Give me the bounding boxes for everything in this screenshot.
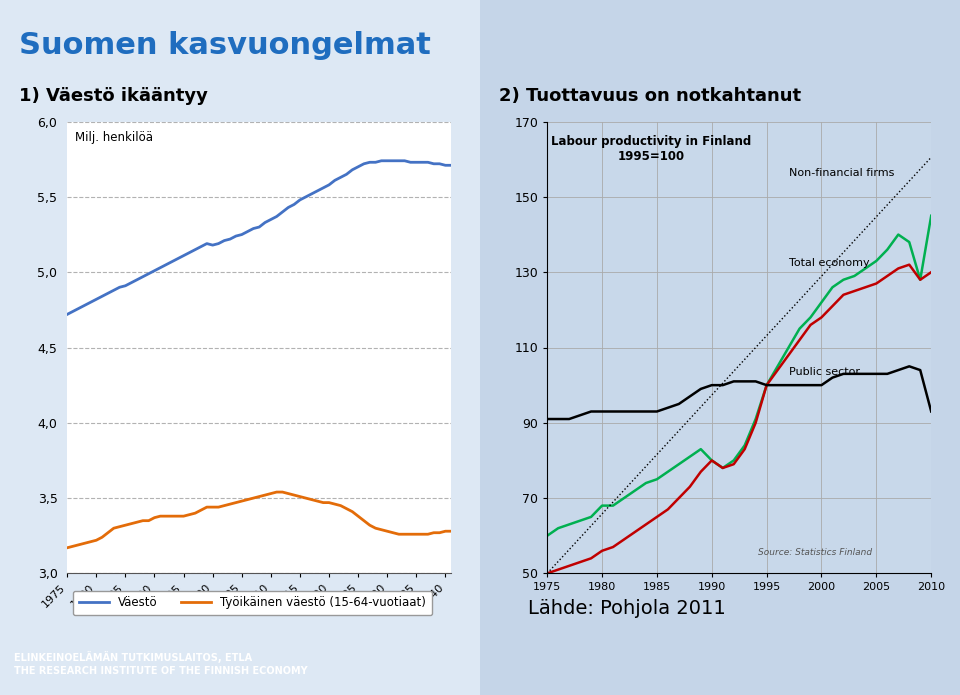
Text: 2) Tuottavuus on notkahtanut: 2) Tuottavuus on notkahtanut — [499, 87, 802, 105]
Text: Total economy: Total economy — [789, 258, 870, 268]
Text: Non-financial firms: Non-financial firms — [789, 167, 895, 178]
Text: Source: Statistics Finland: Source: Statistics Finland — [758, 548, 873, 557]
Text: Labour productivity in Finland
1995=100: Labour productivity in Finland 1995=100 — [551, 135, 751, 163]
Text: 1) Väestö ikääntyy: 1) Väestö ikääntyy — [19, 87, 208, 105]
Text: ELINKEINOELÄMÄN TUTKIMUSLAITOS, ETLA
THE RESEARCH INSTITUTE OF THE FINNISH ECONO: ELINKEINOELÄMÄN TUTKIMUSLAITOS, ETLA THE… — [13, 651, 307, 676]
Text: Milj. henkilöä: Milj. henkilöä — [75, 131, 153, 144]
Text: Suomen kasvuongelmat: Suomen kasvuongelmat — [19, 31, 431, 60]
Text: Lähde: Pohjola 2011: Lähde: Pohjola 2011 — [528, 598, 726, 618]
Legend: Väestö, Työikäinen väestö (15-64-vuotiaat): Väestö, Työikäinen väestö (15-64-vuotiaa… — [73, 591, 432, 615]
Text: Public sector: Public sector — [789, 366, 860, 377]
